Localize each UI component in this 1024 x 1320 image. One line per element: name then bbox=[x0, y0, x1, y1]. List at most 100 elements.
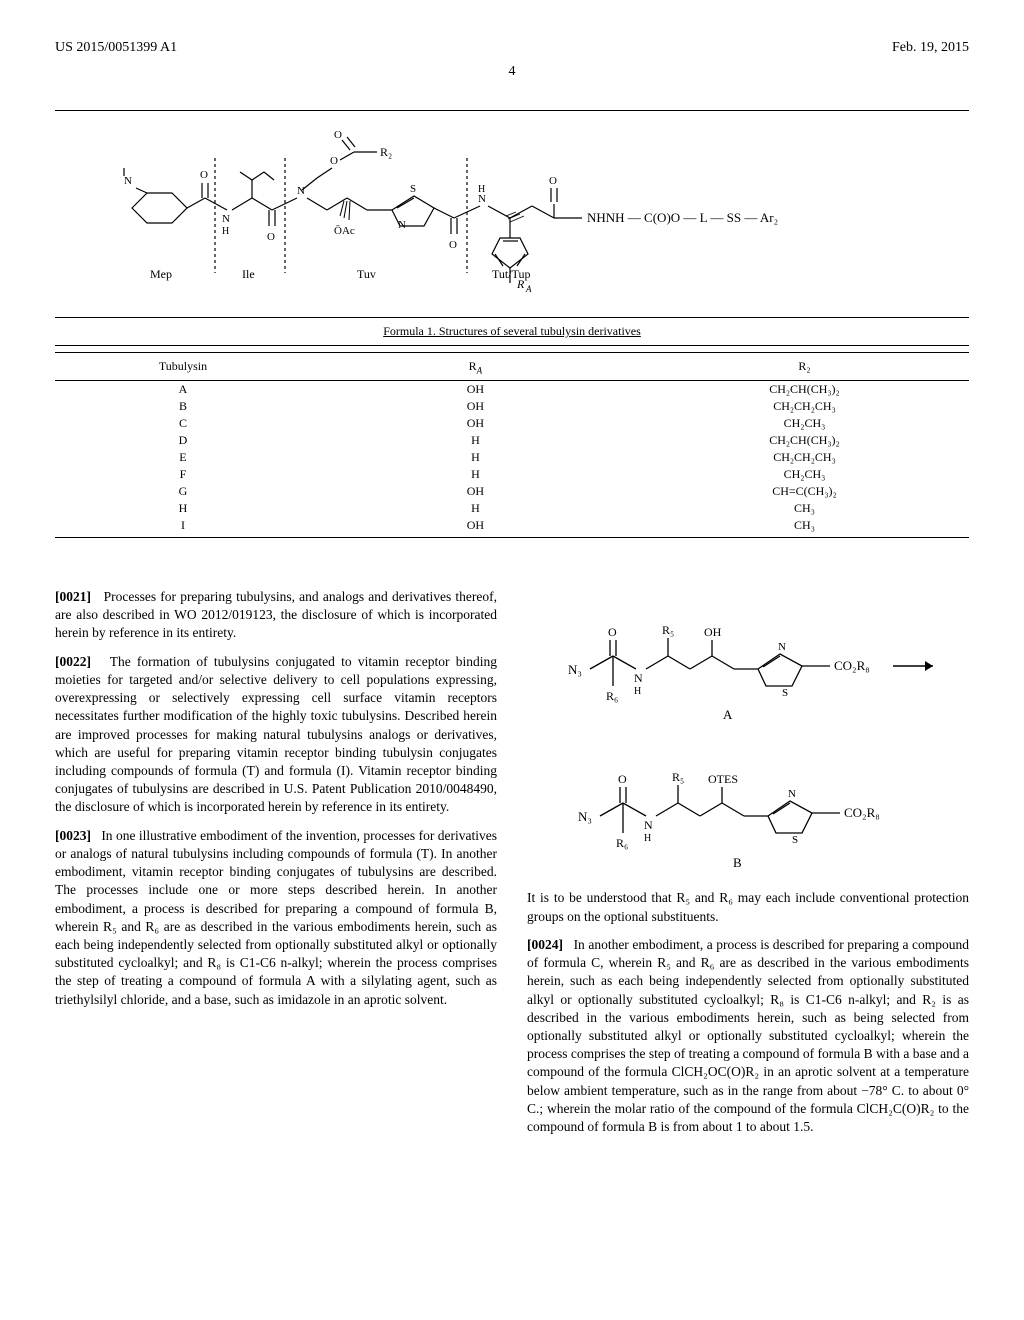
pub-date: Feb. 19, 2015 bbox=[892, 40, 969, 56]
para-text: In another embodiment, a process is desc… bbox=[527, 937, 969, 1134]
svg-text:N: N bbox=[398, 219, 406, 231]
svg-text:O: O bbox=[334, 129, 342, 141]
formula-1-caption: Formula 1. Structures of several tubulys… bbox=[55, 317, 969, 345]
svg-text:OH: OH bbox=[704, 625, 722, 639]
table-cell: OH bbox=[311, 381, 640, 399]
svg-text:S: S bbox=[410, 183, 416, 195]
table-cell: CH₂CH₃ bbox=[640, 415, 969, 432]
svg-text:N: N bbox=[222, 213, 230, 225]
formula-1-figure: N O N H bbox=[55, 110, 969, 346]
table-cell: H bbox=[55, 500, 311, 517]
table-row: HHCH₃ bbox=[55, 500, 969, 517]
table-cell: CH₂CH₃ bbox=[640, 466, 969, 483]
svg-text:O: O bbox=[608, 625, 617, 639]
para-0021: [0021] Processes for preparing tubulysin… bbox=[55, 588, 497, 643]
table-cell: OH bbox=[311, 415, 640, 432]
para-0023: [0023] In one illustrative embodiment of… bbox=[55, 827, 497, 1009]
table-cell: CH₂CH(CH₃)₂ bbox=[640, 381, 969, 399]
svg-text:S: S bbox=[792, 834, 798, 846]
table-cell: OH bbox=[311, 517, 640, 538]
para-0022: [0022] The formation of tubulysins conju… bbox=[55, 653, 497, 817]
svg-text:Mep: Mep bbox=[150, 267, 172, 281]
para-text: In one illustrative embodiment of the in… bbox=[55, 828, 497, 1007]
svg-text:A: A bbox=[723, 707, 733, 722]
svg-text:Tut/Tup: Tut/Tup bbox=[492, 267, 530, 281]
svg-text:S: S bbox=[782, 687, 788, 699]
svg-text:O: O bbox=[200, 169, 208, 181]
svg-text:N: N bbox=[788, 788, 796, 800]
svg-text:O: O bbox=[618, 772, 627, 786]
table-row: FHCH₂CH₃ bbox=[55, 466, 969, 483]
svg-text:H: H bbox=[644, 833, 651, 844]
table-cell: E bbox=[55, 449, 311, 466]
svg-text:OTES: OTES bbox=[708, 772, 738, 786]
svg-text:R₆: R₆ bbox=[606, 689, 618, 703]
table-cell: I bbox=[55, 517, 311, 538]
table-cell: CH₃ bbox=[640, 500, 969, 517]
page-header: US 2015/0051399 A1 Feb. 19, 2015 bbox=[55, 40, 969, 56]
page-number: 4 bbox=[55, 64, 969, 80]
table-row: COHCH₂CH₃ bbox=[55, 415, 969, 432]
table-cell: CH=C(CH₃)₂ bbox=[640, 483, 969, 500]
svg-text:H: H bbox=[478, 184, 485, 195]
left-column: [0021] Processes for preparing tubulysin… bbox=[55, 588, 497, 1146]
table-row: BOHCH₂CH₂CH₃ bbox=[55, 398, 969, 415]
table-cell: D bbox=[55, 432, 311, 449]
svg-text:B: B bbox=[733, 855, 742, 870]
table-cell: H bbox=[311, 466, 640, 483]
svg-text:R₅: R₅ bbox=[662, 623, 674, 637]
para-0024: [0024] In another embodiment, a process … bbox=[527, 936, 969, 1136]
table-cell: OH bbox=[311, 483, 640, 500]
table-cell: C bbox=[55, 415, 311, 432]
svg-text:N₃: N₃ bbox=[578, 809, 592, 824]
svg-text:N: N bbox=[297, 185, 305, 197]
para-num: [0022] bbox=[55, 654, 91, 669]
table-cell: CH₂CH₂CH₃ bbox=[640, 449, 969, 466]
th-ra: RA bbox=[311, 353, 640, 381]
para-text: The formation of tubulysins conjugated t… bbox=[55, 654, 497, 815]
table-cell: H bbox=[311, 449, 640, 466]
table-row: AOHCH₂CH(CH₃)₂ bbox=[55, 381, 969, 399]
th-tubulysin: Tubulysin bbox=[55, 353, 311, 381]
svg-text:O: O bbox=[330, 155, 338, 167]
table-row: EHCH₂CH₂CH₃ bbox=[55, 449, 969, 466]
svg-text:ŌAc: ŌAc bbox=[334, 225, 355, 237]
table-cell: OH bbox=[311, 398, 640, 415]
svg-text:N: N bbox=[778, 641, 786, 653]
svg-text:Tuv: Tuv bbox=[357, 267, 376, 281]
svg-text:O: O bbox=[449, 239, 457, 251]
table-cell: CH₂CH₂CH₃ bbox=[640, 398, 969, 415]
svg-text:O: O bbox=[267, 231, 275, 243]
body-columns: [0021] Processes for preparing tubulysin… bbox=[55, 588, 969, 1146]
table-cell: G bbox=[55, 483, 311, 500]
para-num: [0021] bbox=[55, 589, 91, 604]
svg-text:N: N bbox=[124, 175, 132, 187]
table-cell: B bbox=[55, 398, 311, 415]
table-cell: CH₃ bbox=[640, 517, 969, 538]
svg-text:R₅: R₅ bbox=[672, 770, 684, 784]
th-r2: R₂ bbox=[640, 353, 969, 381]
tubulysin-table: Tubulysin RA R₂ AOHCH₂CH(CH₃)₂BOHCH₂CH₂C… bbox=[55, 352, 969, 538]
para-num: [0024] bbox=[527, 937, 563, 952]
svg-text:N₃: N₃ bbox=[568, 662, 582, 677]
table-row: IOHCH₃ bbox=[55, 517, 969, 538]
table-cell: H bbox=[311, 432, 640, 449]
table-cell: A bbox=[55, 381, 311, 399]
table-row: GOHCH=C(CH₃)₂ bbox=[55, 483, 969, 500]
svg-text:CO₂R₈: CO₂R₈ bbox=[834, 658, 870, 673]
svg-text:Ile: Ile bbox=[242, 267, 255, 281]
table-cell: CH₂CH(CH₃)₂ bbox=[640, 432, 969, 449]
svg-text:A: A bbox=[525, 284, 532, 294]
svg-text:R₂: R₂ bbox=[380, 145, 392, 159]
svg-text:NHNH — C(O)O — L — SS — Ar₂: NHNH — C(O)O — L — SS — Ar₂ bbox=[587, 210, 778, 225]
table-row: DHCH₂CH(CH₃)₂ bbox=[55, 432, 969, 449]
svg-text:R₆: R₆ bbox=[616, 836, 628, 850]
para-text: Processes for preparing tubulysins, and … bbox=[55, 589, 497, 640]
table-cell: F bbox=[55, 466, 311, 483]
compound-b-structure: N₃ O R₆ N H R₅ OTES bbox=[527, 739, 969, 879]
table-cell: H bbox=[311, 500, 640, 517]
svg-text:CO₂R₈: CO₂R₈ bbox=[844, 805, 880, 820]
pub-number: US 2015/0051399 A1 bbox=[55, 40, 177, 56]
svg-text:O: O bbox=[549, 175, 557, 187]
para-num: [0023] bbox=[55, 828, 91, 843]
